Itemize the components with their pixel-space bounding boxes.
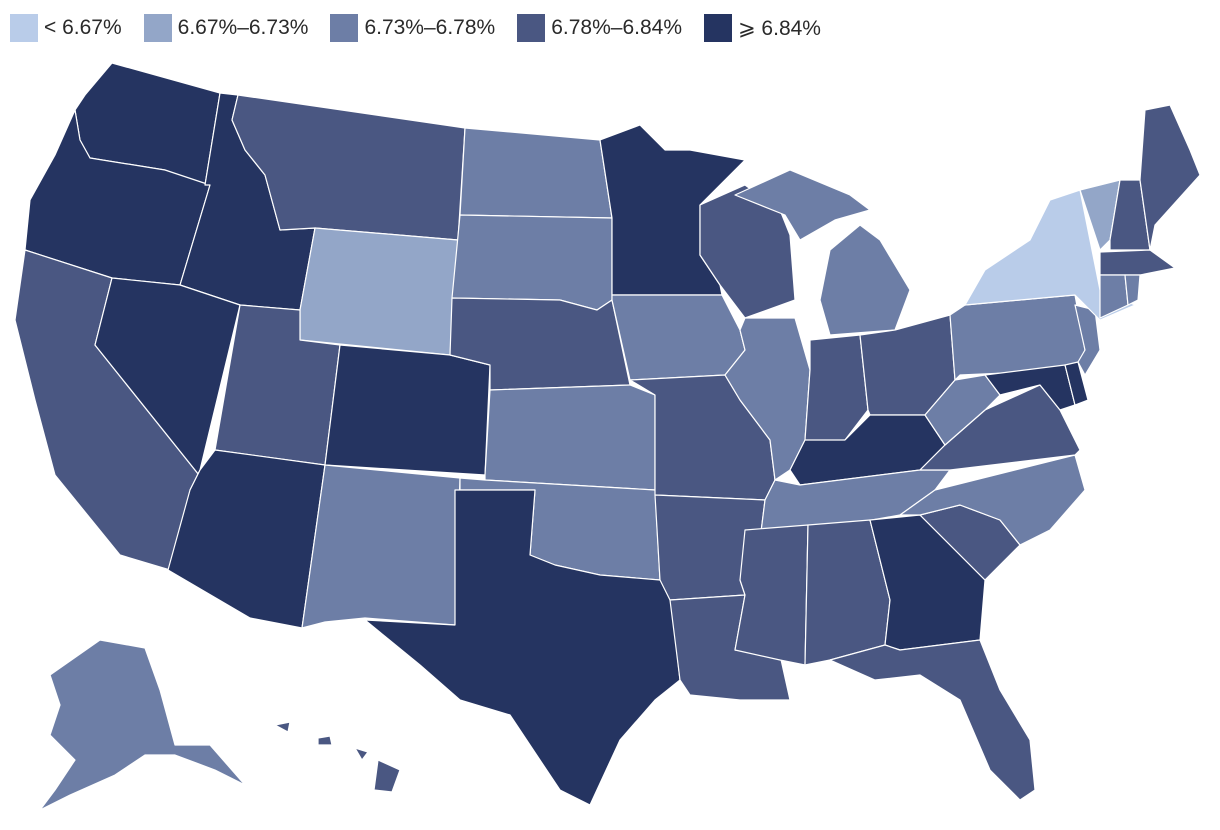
legend-label: 6.67%–6.73% [177,16,309,39]
state-mi[interactable] [734,169,911,336]
legend-item-below-6-67: < 6.67% [10,14,122,42]
state-ri[interactable] [1124,274,1141,306]
state-ms[interactable] [734,524,809,666]
state-ia[interactable] [611,294,746,381]
state-nd[interactable] [459,127,613,219]
state-nc[interactable] [899,454,1086,546]
state-il[interactable] [724,317,811,481]
state-de[interactable] [1064,361,1089,406]
legend-label: ⩾ 6.84% [738,16,821,40]
state-ct[interactable] [1099,274,1129,319]
legend-swatch [10,14,38,42]
legend-item-above-6-84: ⩾ 6.84% [704,14,821,42]
state-fl[interactable] [829,639,1036,801]
state-nh[interactable] [1109,179,1151,251]
state-sd[interactable] [451,214,613,311]
state-nm[interactable] [301,464,461,629]
state-ks[interactable] [484,384,656,491]
state-me[interactable] [1139,104,1201,251]
state-ny[interactable] [964,189,1136,321]
legend-swatch [704,14,732,42]
legend-swatch [330,14,359,42]
state-tx[interactable] [364,489,681,806]
legend-item-6-73-to-6-78: 6.73%–6.78% [330,14,495,42]
state-co[interactable] [324,344,491,476]
legend-swatch [143,14,172,42]
map-legend: < 6.67% 6.67%–6.73% 6.73%–6.78% 6.78%–6.… [10,12,843,44]
state-wy[interactable] [299,227,459,356]
legend-label: < 6.67% [44,16,122,39]
legend-item-6-67-to-6-73: 6.67%–6.73% [143,14,309,42]
legend-label: 6.78%–6.84% [551,16,682,39]
state-ma[interactable] [1099,249,1176,276]
legend-swatch [517,14,546,42]
legend-label: 6.73%–6.78% [364,16,496,39]
legend-item-6-78-to-6-84: 6.78%–6.84% [517,14,682,42]
state-ak[interactable] [39,639,246,811]
state-hi[interactable] [274,721,401,793]
